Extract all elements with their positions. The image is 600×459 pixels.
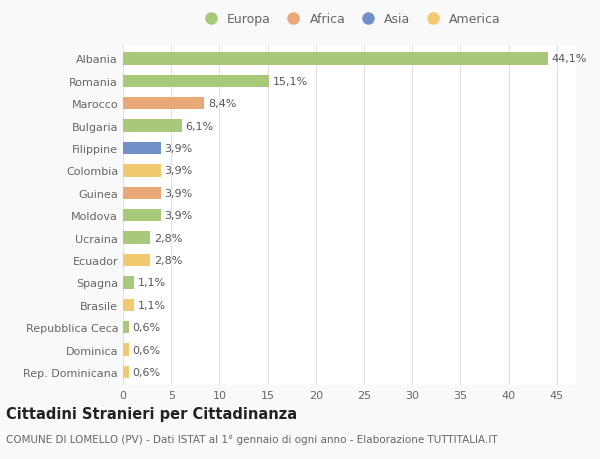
Text: 1,1%: 1,1% xyxy=(137,278,166,288)
Text: 3,9%: 3,9% xyxy=(164,211,193,221)
Text: 15,1%: 15,1% xyxy=(272,77,308,87)
Text: COMUNE DI LOMELLO (PV) - Dati ISTAT al 1° gennaio di ogni anno - Elaborazione TU: COMUNE DI LOMELLO (PV) - Dati ISTAT al 1… xyxy=(6,434,497,444)
Legend: Europa, Africa, Asia, America: Europa, Africa, Asia, America xyxy=(198,13,501,26)
Bar xyxy=(123,187,161,200)
Text: 0,6%: 0,6% xyxy=(133,367,161,377)
Bar xyxy=(123,98,204,110)
Bar xyxy=(123,53,548,66)
Text: 3,9%: 3,9% xyxy=(164,144,193,154)
Bar xyxy=(123,232,150,244)
Text: 3,9%: 3,9% xyxy=(164,188,193,198)
Bar xyxy=(123,165,161,177)
Text: 1,1%: 1,1% xyxy=(137,300,166,310)
Bar xyxy=(123,366,129,378)
Text: 0,6%: 0,6% xyxy=(133,323,161,332)
Text: 3,9%: 3,9% xyxy=(164,166,193,176)
Bar xyxy=(123,254,150,267)
Bar xyxy=(123,210,161,222)
Bar xyxy=(123,299,134,311)
Bar xyxy=(123,344,129,356)
Text: Cittadini Stranieri per Cittadinanza: Cittadini Stranieri per Cittadinanza xyxy=(6,406,297,421)
Text: 6,1%: 6,1% xyxy=(185,121,214,131)
Bar xyxy=(123,321,129,334)
Bar xyxy=(123,277,134,289)
Text: 8,4%: 8,4% xyxy=(208,99,236,109)
Text: 2,8%: 2,8% xyxy=(154,233,182,243)
Bar xyxy=(123,120,182,133)
Text: 2,8%: 2,8% xyxy=(154,255,182,265)
Bar xyxy=(123,76,269,88)
Text: 44,1%: 44,1% xyxy=(552,54,587,64)
Bar xyxy=(123,143,161,155)
Text: 0,6%: 0,6% xyxy=(133,345,161,355)
